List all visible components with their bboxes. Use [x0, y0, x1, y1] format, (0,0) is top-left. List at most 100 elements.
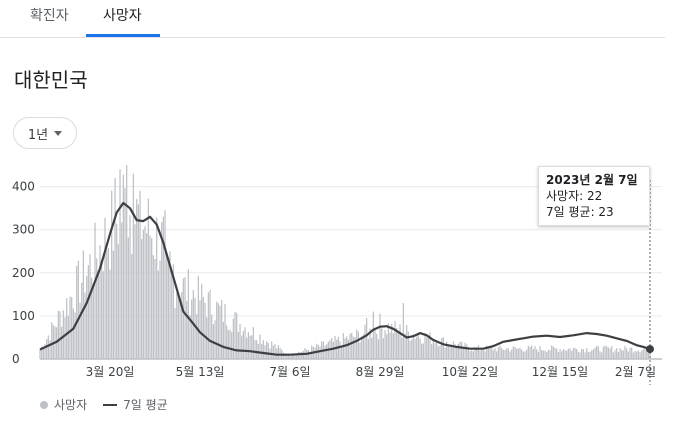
death-bar [639, 352, 641, 359]
death-bar [161, 221, 163, 359]
death-bar [226, 325, 228, 359]
death-bar [231, 332, 233, 359]
death-bar [154, 258, 156, 359]
death-bar [602, 346, 604, 359]
death-bar [407, 331, 409, 359]
death-bar [176, 292, 178, 359]
death-bar [199, 300, 201, 359]
death-bar [509, 351, 511, 359]
death-bar [99, 245, 101, 359]
death-bar [202, 296, 204, 359]
death-bar [511, 349, 513, 359]
death-bar [366, 318, 368, 359]
death-bar [351, 332, 353, 359]
death-bar [131, 254, 133, 359]
death-bar [266, 341, 268, 359]
death-bar [386, 334, 388, 359]
tab-bar: 확진자 사망자 [0, 0, 665, 38]
death-bar [494, 348, 496, 359]
death-bar [451, 346, 453, 359]
death-bar [381, 328, 383, 359]
death-bar [77, 260, 79, 359]
death-bar [299, 352, 301, 359]
death-bar [376, 333, 378, 359]
death-bar [527, 345, 529, 359]
range-select-value: 1년 [27, 127, 49, 143]
death-bar [289, 355, 291, 359]
death-bar [74, 312, 76, 359]
death-bar [87, 265, 89, 359]
death-bar [377, 339, 379, 359]
death-bar [357, 331, 359, 359]
death-bar [59, 311, 61, 359]
death-bar [186, 301, 188, 359]
death-bar [379, 313, 381, 359]
death-bar [596, 345, 598, 359]
death-bar [79, 302, 81, 359]
tooltip-deaths: 사망자: 22 [546, 189, 603, 203]
death-bar [399, 324, 401, 359]
tab-deaths[interactable]: 사망자 [103, 8, 142, 24]
death-bar [241, 335, 243, 359]
death-bar [81, 282, 83, 359]
death-bar [469, 351, 471, 359]
death-bar [234, 311, 236, 359]
y-tick-label: 400 [12, 180, 35, 194]
death-bar [417, 335, 419, 359]
death-bar [184, 277, 186, 359]
death-bar [361, 336, 363, 359]
death-bar [561, 351, 563, 359]
tab-confirmed[interactable]: 확진자 [30, 8, 69, 24]
range-select[interactable]: 1년 [13, 117, 77, 149]
death-bar [462, 347, 464, 359]
death-bar [216, 301, 218, 359]
death-bar [632, 352, 634, 359]
death-bar [217, 303, 219, 359]
death-bar [427, 336, 429, 359]
death-bar [447, 345, 449, 359]
death-bar [167, 257, 169, 359]
death-bar [491, 347, 493, 359]
y-tick-label: 0 [12, 352, 20, 366]
death-bar [557, 352, 559, 359]
death-bar [582, 349, 584, 359]
death-bar [446, 341, 448, 359]
death-bar [487, 347, 489, 359]
death-bar [634, 350, 636, 359]
death-bar [442, 337, 444, 359]
death-bar [141, 239, 143, 359]
death-bar [251, 335, 253, 359]
death-bar [109, 269, 111, 359]
death-bar [432, 340, 434, 359]
death-bar [359, 342, 361, 359]
chart-legend: 사망자 7일 평균 [40, 396, 168, 413]
death-bar [622, 350, 624, 359]
death-bar [204, 302, 206, 359]
death-bar [382, 338, 384, 359]
death-bar [237, 331, 239, 359]
death-bar [166, 252, 168, 359]
death-bar [76, 266, 78, 359]
y-tick-label: 100 [12, 309, 35, 323]
death-bar [517, 348, 519, 359]
death-bar [556, 348, 558, 359]
death-bar [112, 250, 114, 359]
death-bar [149, 235, 151, 359]
death-bar [349, 333, 351, 359]
death-bar [119, 169, 121, 359]
chart-tooltip: 2023년 2월 7일 사망자: 22 7일 평균: 23 [538, 166, 650, 226]
x-tick-label: 2월 7일 [615, 365, 656, 379]
death-bar [169, 251, 171, 359]
death-bar [414, 338, 416, 359]
death-bar [454, 344, 456, 359]
death-bar [497, 347, 499, 359]
y-tick-label: 300 [12, 223, 35, 237]
death-bar [444, 347, 446, 359]
death-bar [631, 347, 633, 359]
death-bar [82, 250, 84, 359]
death-bar [559, 349, 561, 359]
death-bar [197, 276, 199, 359]
death-bar [244, 327, 246, 359]
death-bar [607, 347, 609, 359]
death-bar [284, 353, 286, 359]
